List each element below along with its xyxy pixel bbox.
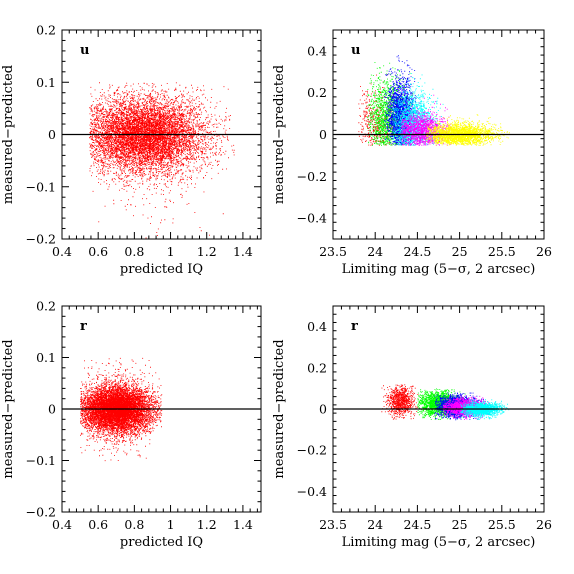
y-axis-label: measured−predicted bbox=[272, 65, 287, 204]
band-label: u bbox=[80, 43, 89, 58]
plot-frame bbox=[332, 29, 545, 240]
band-label: r bbox=[80, 319, 87, 334]
y-tick-label: 0.1 bbox=[36, 75, 56, 90]
x-tick-label: 1 bbox=[167, 244, 175, 259]
y-axis-label: measured−predicted bbox=[272, 339, 287, 478]
series-4-points bbox=[400, 94, 451, 146]
x-tick-label: 0.6 bbox=[88, 244, 108, 259]
x-tick-label: 1 bbox=[167, 517, 175, 532]
x-tick-label: 23.5 bbox=[319, 517, 347, 532]
y-tick-label: 0.2 bbox=[36, 299, 56, 314]
series-1-points bbox=[366, 62, 414, 146]
y-tick-label: 0.1 bbox=[36, 350, 56, 365]
band-label: r bbox=[351, 319, 358, 334]
series-5 bbox=[425, 114, 510, 146]
y-axis-label: measured−predicted bbox=[1, 65, 16, 204]
y-axis-label: measured−predicted bbox=[1, 339, 16, 478]
x-tick-label: 25.5 bbox=[488, 517, 516, 532]
y-tick-label: 0.2 bbox=[36, 23, 56, 38]
x-tick-label: 24 bbox=[367, 244, 383, 259]
series-2-points bbox=[384, 55, 419, 146]
x-tick-label: 25 bbox=[452, 517, 468, 532]
x-tick-label: 0.6 bbox=[88, 517, 108, 532]
y-tick-label: 0.2 bbox=[307, 85, 327, 100]
series-0 bbox=[381, 384, 419, 420]
panel-top-left: 0.4 0.6 0.8 1 1.2 1.4 −0.2 −0.1 0 0.1 0.2 predicted… bbox=[1, 23, 262, 277]
x-axis-label: predicted IQ bbox=[120, 262, 203, 277]
y-tick-label: 0.2 bbox=[307, 360, 327, 375]
x-axis-label: Limiting mag (5−σ, 2 arcsec) bbox=[342, 262, 536, 277]
y-tick-label: −0.2 bbox=[297, 169, 327, 184]
scatter-points bbox=[89, 82, 235, 239]
x-tick-label: 26 bbox=[536, 517, 552, 532]
y-tick-label: −0.1 bbox=[26, 179, 56, 194]
x-tick-label: 1.4 bbox=[233, 244, 253, 259]
x-tick-label: 24 bbox=[367, 517, 383, 532]
series-5-points bbox=[425, 114, 510, 146]
panel-bottom-left: 0.4 0.6 0.8 1 1.2 1.4 −0.2 −0.1 0 0.1 0.2 predicted… bbox=[1, 299, 262, 550]
series-0-points bbox=[89, 82, 235, 239]
scatter-points bbox=[358, 55, 510, 146]
series-0 bbox=[89, 82, 235, 239]
x-tick-label: 0.4 bbox=[52, 244, 72, 259]
y-tick-label: −0.2 bbox=[26, 505, 56, 520]
panel-top-right: 23.5 24 24.5 25 25.5 26 −0.4 −0.2 0 0.2 0.4 Limitin… bbox=[272, 29, 552, 277]
y-tick-label: −0.2 bbox=[297, 443, 327, 458]
x-tick-label: 24.5 bbox=[403, 517, 431, 532]
x-tick-label: 24.5 bbox=[403, 244, 431, 259]
x-tick-label: 0.8 bbox=[124, 517, 144, 532]
scatter-points bbox=[381, 384, 510, 421]
series-1 bbox=[366, 62, 414, 146]
x-tick-label: 0.4 bbox=[52, 517, 72, 532]
y-tick-label: −0.4 bbox=[297, 484, 327, 499]
y-tick-label: 0.4 bbox=[307, 319, 327, 334]
x-tick-label: 1.4 bbox=[233, 517, 253, 532]
y-tick-label: −0.2 bbox=[26, 232, 56, 247]
y-tick-label: 0 bbox=[48, 402, 56, 417]
y-tick-label: −0.1 bbox=[26, 453, 56, 468]
series-2 bbox=[384, 55, 419, 146]
band-label: u bbox=[351, 43, 360, 58]
x-tick-label: 25 bbox=[452, 244, 468, 259]
y-tick-label: 0 bbox=[48, 127, 56, 142]
series-0-points bbox=[381, 384, 419, 420]
y-tick-label: −0.4 bbox=[297, 211, 327, 226]
y-tick-label: 0 bbox=[319, 402, 327, 417]
series-4 bbox=[400, 94, 451, 146]
x-tick-label: 23.5 bbox=[319, 244, 347, 259]
x-tick-label: 25.5 bbox=[488, 244, 516, 259]
x-tick-label: 0.8 bbox=[124, 244, 144, 259]
x-axis-label: predicted IQ bbox=[120, 535, 203, 550]
x-tick-label: 1.2 bbox=[197, 517, 217, 532]
x-axis-label: Limiting mag (5−σ, 2 arcsec) bbox=[342, 535, 536, 550]
y-tick-label: 0.4 bbox=[307, 43, 327, 58]
y-tick-label: 0 bbox=[319, 127, 327, 142]
panel-bottom-right: 23.5 24 24.5 25 25.5 26 −0.4 −0.2 0 0.2 0.4 Limitin… bbox=[272, 305, 552, 550]
x-tick-label: 1.2 bbox=[197, 244, 217, 259]
x-tick-label: 26 bbox=[536, 244, 552, 259]
plot-frame bbox=[332, 305, 545, 513]
